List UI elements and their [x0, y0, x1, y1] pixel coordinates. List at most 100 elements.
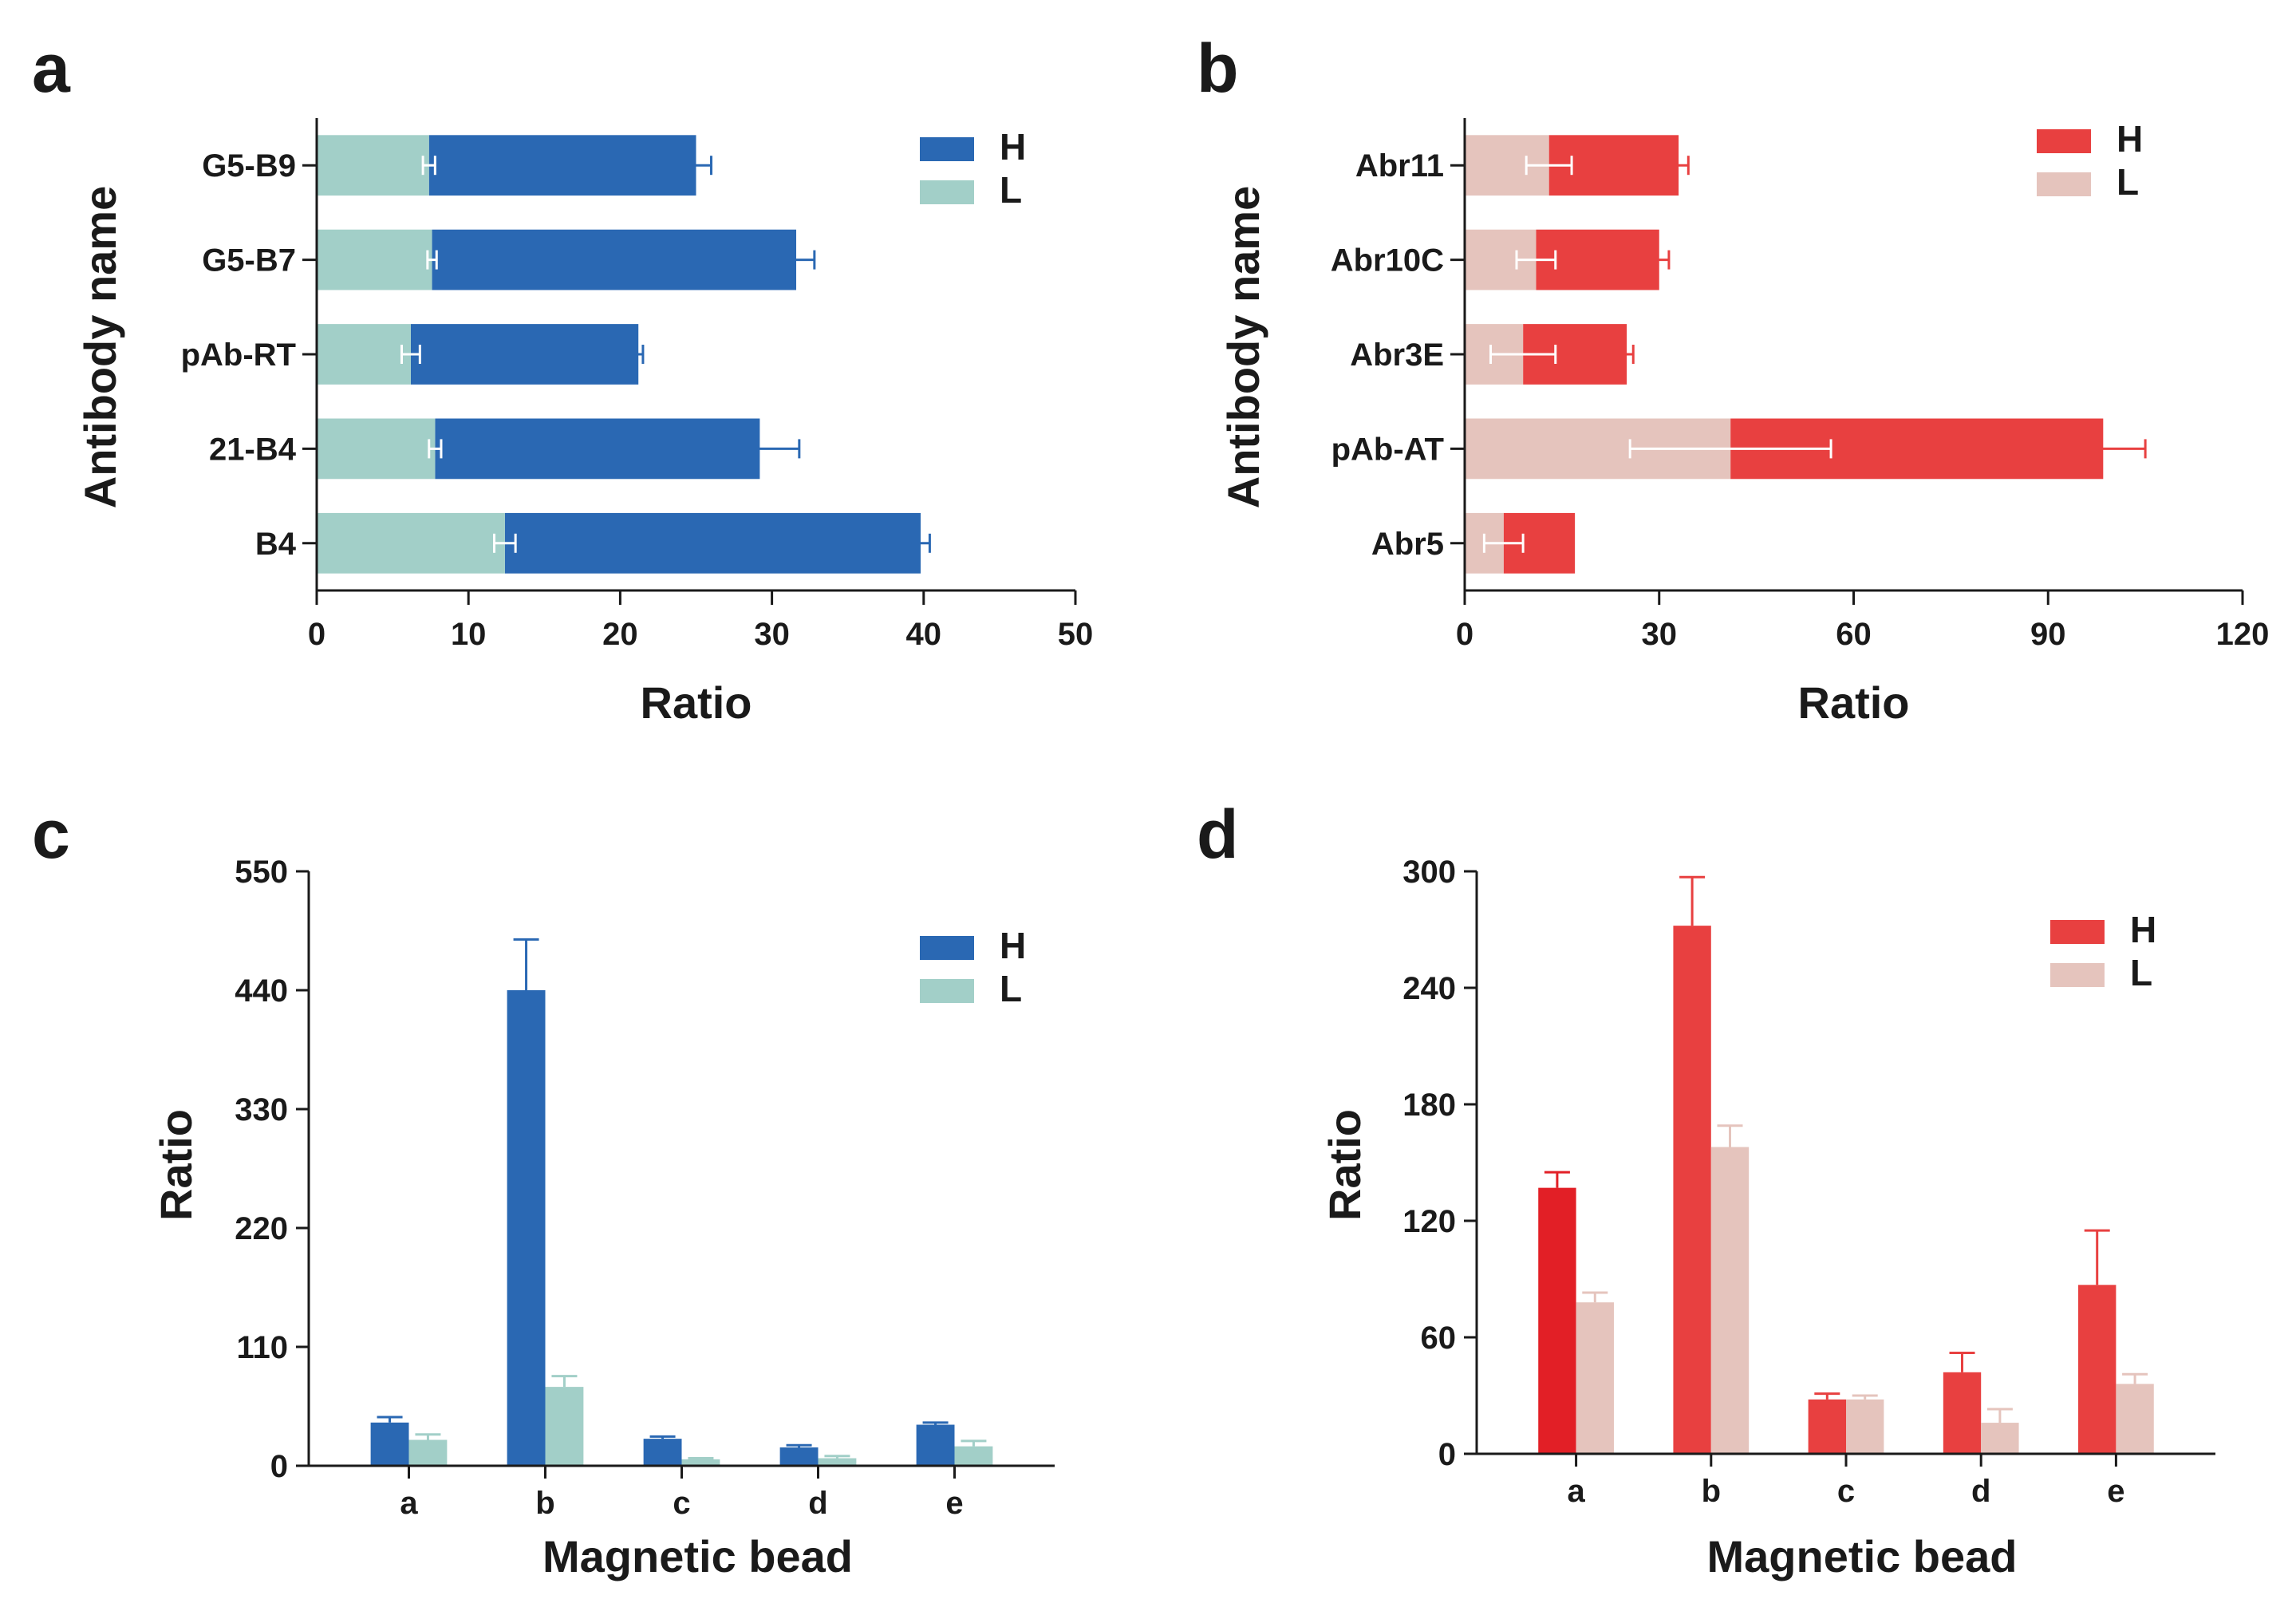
bar-h-d	[779, 1447, 819, 1466]
y-tick-label: 220	[235, 1211, 288, 1246]
bar-h-c	[643, 1439, 682, 1466]
legend-swatch-l	[2050, 963, 2105, 987]
legend-swatch-l	[920, 180, 974, 204]
x-tick-label: 10	[451, 617, 487, 652]
legend-label-h: H	[1000, 925, 1026, 966]
x-tick-label: 120	[2216, 617, 2270, 652]
y-tick-label: 60	[1421, 1321, 1457, 1356]
bar-l-d	[1981, 1423, 2019, 1454]
bar-h-g5-b7	[432, 229, 797, 290]
bar-l-a	[1576, 1302, 1614, 1454]
x-tick-label-a: a	[1567, 1474, 1585, 1509]
y-axis-title: Ratio	[1320, 1109, 1370, 1221]
panel-letter-b: b	[1197, 30, 1239, 107]
x-axis-title: Ratio	[1798, 677, 1910, 728]
x-tick-label: 40	[906, 617, 942, 652]
y-tick-label-abr5: Abr5	[1371, 527, 1444, 562]
y-tick-label: 0	[270, 1449, 288, 1484]
x-tick-label-d: d	[808, 1486, 827, 1521]
bar-l-d	[818, 1458, 857, 1466]
legend-swatch-h	[2050, 920, 2105, 944]
legend-label-h: H	[2130, 909, 2156, 950]
legend-swatch-l	[2037, 172, 2091, 196]
y-tick-label-21-b4: 21-B4	[209, 432, 297, 467]
y-tick-label-pab-at: pAb-AT	[1331, 432, 1444, 467]
panel-letter-d: d	[1197, 796, 1239, 873]
bar-h-e	[2078, 1285, 2117, 1454]
bar-h-g5-b9	[428, 135, 696, 196]
bar-h-a	[370, 1422, 409, 1466]
y-tick-label: 440	[235, 973, 288, 1009]
bar-l-21-b4	[317, 418, 436, 480]
panel-a-chart: G5-B9 G5-B7 pAb-RT 21-B4 B4 0 10 20 30 40 50 Ratio A…	[75, 118, 1093, 728]
y-tick-label: 120	[1402, 1204, 1456, 1239]
y-tick-label: 240	[1402, 971, 1456, 1006]
y-tick-label-pab-rt: pAb-RT	[181, 338, 296, 373]
x-axis-title: Magnetic bead	[542, 1531, 853, 1581]
bar-l-pab-rt	[317, 324, 411, 385]
x-tick-label: 0	[308, 617, 325, 652]
bar-h-21-b4	[435, 418, 760, 480]
panel-c-chart: a b c d e 0 110 220 330 440 550 Magnetic bead Ratio H…	[151, 855, 1055, 1581]
bar-l-e	[954, 1446, 993, 1466]
x-tick-label-b: b	[535, 1486, 554, 1521]
legend-label-l: L	[1000, 169, 1022, 211]
bar-l-g5-b7	[317, 229, 432, 290]
bar-l-e	[2116, 1384, 2154, 1454]
x-axis-title: Ratio	[641, 677, 752, 728]
x-tick-label-d: d	[1971, 1474, 1990, 1509]
bar-l-c	[681, 1459, 720, 1466]
x-tick-label-e: e	[2107, 1474, 2124, 1509]
panel-d-chart: a b c d e 0 60 120 180 240 300 Magnetic bead Ratio HL	[1320, 855, 2215, 1581]
bar-l-a	[408, 1439, 448, 1466]
bar-h-b4	[504, 512, 921, 574]
y-tick-label-g5-b9: G5-B9	[202, 148, 296, 184]
y-tick-label-g5-b7: G5-B7	[202, 243, 296, 278]
bar-l-c	[1846, 1399, 1884, 1454]
x-tick-label: 0	[1456, 617, 1473, 652]
bar-l-b	[545, 1387, 584, 1466]
y-tick-label: 180	[1402, 1088, 1456, 1123]
y-tick-label: 330	[235, 1092, 288, 1127]
y-tick-label: 300	[1402, 855, 1456, 890]
bar-h-c	[1808, 1399, 1846, 1454]
x-tick-label: 30	[1642, 617, 1678, 652]
x-tick-label: 50	[1058, 617, 1094, 652]
y-axis-title: Antibody name	[75, 186, 125, 508]
x-tick-label-e: e	[945, 1486, 963, 1521]
bar-l-b	[1710, 1147, 1750, 1454]
legend-label-l: L	[2130, 952, 2152, 993]
x-tick-label: 20	[602, 617, 638, 652]
panel-letter-c: c	[32, 796, 70, 873]
y-axis-title: Antibody name	[1218, 186, 1268, 508]
legend-label-h: H	[1000, 126, 1026, 168]
bar-l-g5-b9	[317, 135, 429, 196]
legend-swatch-l	[920, 979, 974, 1003]
x-tick-label: 60	[1836, 617, 1872, 652]
x-tick-label-b: b	[1702, 1474, 1721, 1509]
x-tick-label: 30	[754, 617, 790, 652]
legend-label-l: L	[1000, 968, 1022, 1009]
bar-h-b	[507, 990, 546, 1466]
legend-label-h: H	[2117, 118, 2143, 160]
x-tick-label-c: c	[1837, 1474, 1855, 1509]
legend-swatch-h	[920, 936, 974, 960]
bar-h-e	[916, 1424, 955, 1466]
bar-h-b	[1673, 926, 1711, 1454]
y-tick-label-abr3e: Abr3E	[1350, 338, 1444, 373]
panel-b-chart: Abr11 Abr10C Abr3E pAb-AT Abr5 0 30 60 90 120 Rati…	[1218, 118, 2269, 728]
y-tick-label: 0	[1438, 1437, 1456, 1472]
x-tick-label: 90	[2030, 617, 2066, 652]
x-tick-label-c: c	[673, 1486, 690, 1521]
y-tick-label-abr10c: Abr10C	[1331, 243, 1444, 278]
y-tick-label: 550	[235, 855, 288, 890]
legend-swatch-h	[2037, 129, 2091, 153]
bar-h-d	[1943, 1372, 1982, 1454]
bar-l-b4	[317, 512, 505, 574]
x-tick-label-a: a	[400, 1486, 418, 1521]
bar-h-a	[1538, 1187, 1576, 1454]
panel-letter-a: a	[32, 30, 71, 107]
legend-label-l: L	[2117, 161, 2139, 203]
y-axis-title: Ratio	[151, 1109, 201, 1221]
